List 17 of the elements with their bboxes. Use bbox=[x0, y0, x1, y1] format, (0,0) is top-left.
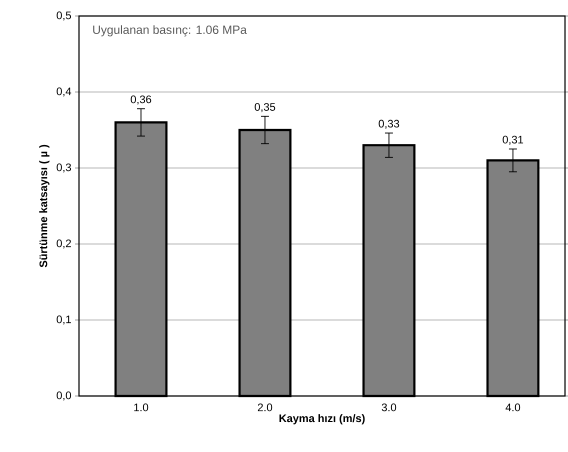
annotation: Uygulanan basınç: 1.06 MPa bbox=[93, 25, 247, 36]
x-axis-title: Kayma hızı (m/s) bbox=[280, 414, 365, 424]
y-tick-label: 0,5 bbox=[56, 11, 72, 21]
data-label: 0,33 bbox=[378, 120, 400, 129]
y-tick-label: 0,0 bbox=[56, 391, 72, 401]
y-axis-title: Sürtünme katsayısı ( µ ) bbox=[39, 144, 50, 268]
data-label: 0,36 bbox=[130, 95, 152, 105]
y-tick-label: 0,1 bbox=[56, 315, 71, 325]
data-label: 0,31 bbox=[502, 136, 524, 145]
x-tick-label: 4.0 bbox=[506, 404, 520, 412]
x-tick-label: 3.0 bbox=[382, 404, 396, 412]
x-tick-label: 2.0 bbox=[258, 404, 272, 412]
y-tick-label: 0,2 bbox=[56, 239, 71, 249]
x-tick-label: 1.0 bbox=[134, 404, 148, 412]
y-tick-label: 0,4 bbox=[56, 87, 72, 97]
y-tick-label: 0,3 bbox=[56, 163, 72, 173]
data-label: 0,35 bbox=[254, 103, 276, 112]
